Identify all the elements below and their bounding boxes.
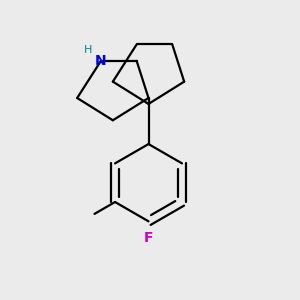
Text: F: F — [144, 231, 153, 245]
Text: H: H — [84, 44, 93, 55]
Text: N: N — [95, 54, 107, 68]
